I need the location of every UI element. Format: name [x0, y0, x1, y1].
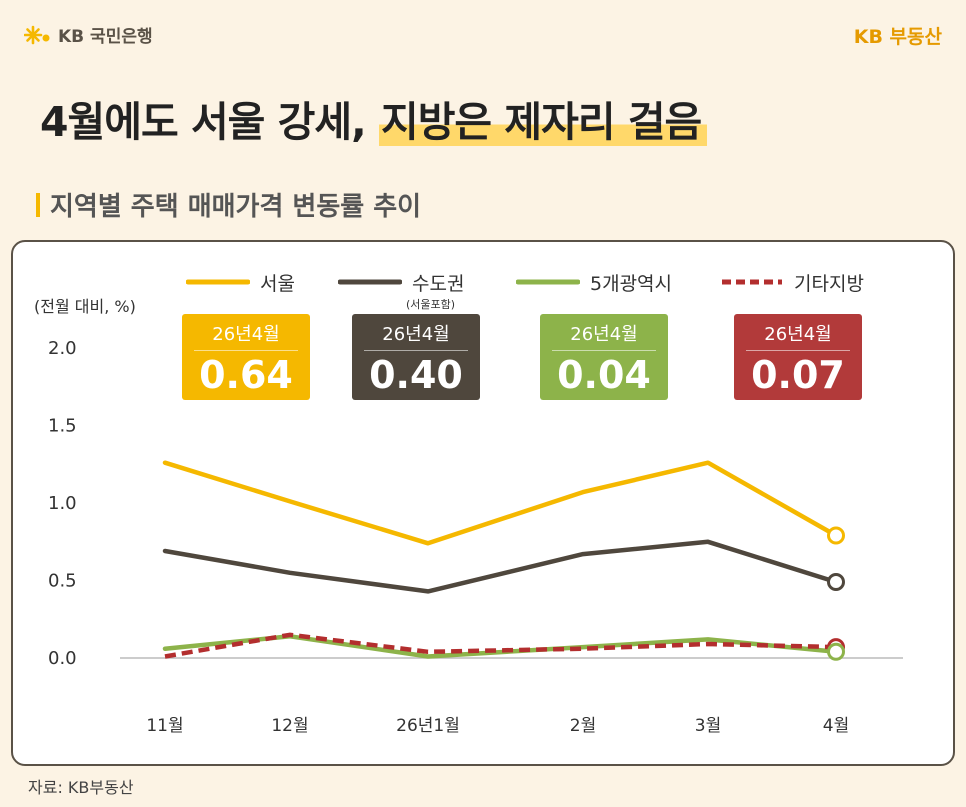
series-line-0 [162, 460, 839, 546]
x-tick-label: 2월 [570, 716, 596, 736]
kb-real-estate-logo: KB 부동산 [853, 26, 942, 48]
star-icon [24, 25, 50, 44]
y-axis-unit-label: (전월 대비, %) [34, 297, 136, 316]
legend-label: 서울 [260, 272, 295, 295]
x-tick-label: 3월 [695, 716, 721, 736]
badge-value: 0.07 [751, 353, 845, 397]
badge-label: 26년4월 [194, 314, 298, 351]
y-tick-label: 1.5 [48, 416, 77, 437]
chart-subtitle: 지역별 주택 매매가격 변동률 추이 [36, 186, 421, 223]
y-tick-label: 0.0 [48, 648, 77, 669]
y-tick-label: 2.0 [48, 338, 77, 359]
badge-label: 26년4월 [552, 314, 656, 351]
series-line-1 [162, 539, 839, 594]
series-end-marker-0 [827, 526, 845, 545]
badge-metro-cities: 26년4월 0.04 [540, 314, 668, 400]
legend-swatch-metro-cities [516, 279, 580, 285]
badge-label: 26년4월 [364, 314, 468, 351]
legend-swatch-seoul [186, 279, 250, 285]
legend-label: 기타지방 [794, 272, 864, 295]
series-line-3 [164, 632, 837, 659]
legend-item-metro-cities: 5개광역시 [516, 268, 672, 296]
legend-label: 수도권 [412, 272, 465, 295]
title-part-1: 4월에도 서울 강세, [40, 98, 379, 146]
source-note: 자료: KB부동산 [28, 778, 134, 797]
y-tick-label: 1.0 [48, 493, 77, 514]
x-tick-label: 11월 [146, 716, 183, 736]
legend-item-capital-area: 수도권 [338, 268, 464, 296]
series-end-marker-2 [827, 642, 845, 661]
y-tick-label: 0.5 [48, 571, 77, 592]
x-tick-label: 12월 [271, 716, 308, 736]
badge-value: 0.04 [557, 353, 651, 397]
subtitle-text: 지역별 주택 매매가격 변동률 추이 [50, 192, 422, 222]
badge-value: 0.40 [369, 353, 463, 397]
badge-other-regions: 26년4월 0.07 [734, 314, 862, 400]
title-part-2-highlight: 지방은 제자리 걸음 [378, 98, 708, 146]
x-tick-label: 26년1월 [396, 716, 460, 736]
legend-item-seoul: 서울 [186, 268, 295, 296]
legend-item-other-regions: 기타지방 [720, 268, 864, 296]
legend-note-capital-area: (서울포함) [406, 298, 456, 311]
badge-seoul: 26년4월 0.64 [182, 314, 310, 400]
kb-bank-logo: KB 국민은행 [24, 22, 153, 47]
legend-swatch-other-regions [722, 279, 782, 285]
badge-value: 0.64 [199, 353, 293, 397]
bank-name: KB 국민은행 [58, 27, 153, 47]
x-tick-label: 4월 [823, 716, 849, 736]
subtitle-accent-bar [36, 192, 40, 217]
legend-label: 5개광역시 [590, 272, 673, 295]
legend-swatch-capital-area [338, 279, 402, 285]
series-end-marker-1 [827, 573, 845, 591]
page-title: 4월에도 서울 강세, 지방은 제자리 걸음 [40, 88, 708, 148]
badge-capital-area: 26년4월 0.40 [352, 314, 480, 400]
badge-label: 26년4월 [746, 314, 850, 351]
